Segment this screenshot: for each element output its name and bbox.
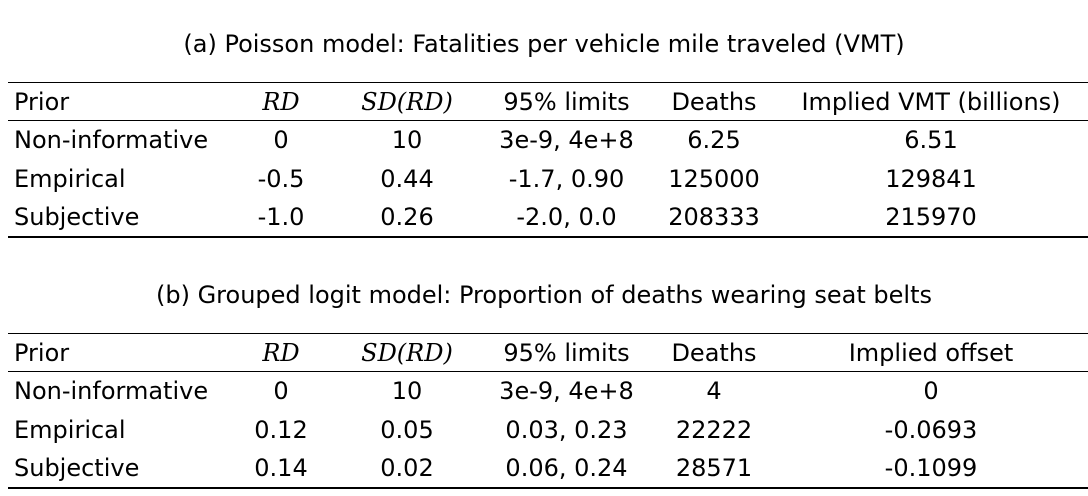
table-row: Non-informative 0 10 3e-9, 4e+8 6.25 6.5… bbox=[8, 121, 1088, 160]
header-deaths: Deaths bbox=[671, 88, 757, 116]
cell-deaths: 22222 bbox=[675, 415, 753, 444]
header-implied-offset: Implied offset bbox=[848, 339, 1014, 367]
cell-deaths: 4 bbox=[706, 377, 722, 406]
cell-limits: 0.03, 0.23 bbox=[505, 415, 628, 444]
table-row: Subjective -1.0 0.26 -2.0, 0.0 208333 21… bbox=[8, 198, 1088, 237]
table-b-header-rule bbox=[8, 371, 1088, 372]
cell-rd: -1.0 bbox=[257, 203, 305, 232]
cell-implied: -0.0693 bbox=[884, 415, 978, 444]
cell-implied: -0.1099 bbox=[884, 454, 978, 483]
header-sd-rd: SD(RD) bbox=[361, 88, 453, 116]
table-b-bottom-rule bbox=[8, 487, 1088, 489]
grouped-logit-table: Prior RD SD(RD) 95% limits Deaths Implie… bbox=[8, 334, 1088, 488]
cell-sd-rd: 0.05 bbox=[380, 415, 434, 444]
cell-limits: 0.06, 0.24 bbox=[505, 454, 628, 483]
cell-rd: 0.14 bbox=[254, 454, 308, 483]
table-a-bottom-rule bbox=[8, 236, 1088, 238]
cell-deaths: 208333 bbox=[668, 203, 760, 232]
header-prior: Prior bbox=[14, 339, 70, 367]
cell-sd-rd: 10 bbox=[391, 126, 423, 155]
table-a-header-row: Prior RD SD(RD) 95% limits Deaths Implie… bbox=[8, 83, 1088, 121]
table-b-top-rule bbox=[8, 333, 1088, 334]
cell-sd-rd: 0.44 bbox=[380, 164, 434, 193]
header-prior: Prior bbox=[14, 88, 70, 116]
table-row: Empirical 0.12 0.05 0.03, 0.23 22222 -0.… bbox=[8, 411, 1088, 450]
cell-implied: 129841 bbox=[885, 164, 977, 193]
cell-limits: 3e-9, 4e+8 bbox=[499, 377, 634, 406]
cell-sd-rd: 0.26 bbox=[380, 203, 434, 232]
cell-prior: Subjective bbox=[14, 203, 140, 232]
table-row: Non-informative 0 10 3e-9, 4e+8 4 0 bbox=[8, 372, 1088, 411]
header-sd-rd: SD(RD) bbox=[361, 339, 453, 367]
cell-limits: -1.7, 0.90 bbox=[508, 164, 625, 193]
cell-prior: Empirical bbox=[14, 415, 126, 444]
table-row: Empirical -0.5 0.44 -1.7, 0.90 125000 12… bbox=[8, 160, 1088, 199]
cell-prior: Non-informative bbox=[14, 126, 209, 155]
cell-rd: 0 bbox=[273, 126, 289, 155]
table-a-caption: (a) Poisson model: Fatalities per vehicl… bbox=[183, 30, 905, 58]
header-95-limits: 95% limits bbox=[503, 339, 630, 367]
header-95-limits: 95% limits bbox=[503, 88, 630, 116]
cell-sd-rd: 0.02 bbox=[380, 454, 434, 483]
cell-prior: Subjective bbox=[14, 454, 140, 483]
header-rd: RD bbox=[262, 88, 300, 116]
table-b-caption: (b) Grouped logit model: Proportion of d… bbox=[155, 281, 932, 309]
cell-implied: 0 bbox=[923, 377, 939, 406]
cell-sd-rd: 10 bbox=[391, 377, 423, 406]
cell-implied: 215970 bbox=[885, 203, 977, 232]
cell-deaths: 28571 bbox=[675, 454, 753, 483]
header-rd: RD bbox=[262, 339, 300, 367]
cell-prior: Empirical bbox=[14, 164, 126, 193]
cell-rd: 0 bbox=[273, 377, 289, 406]
table-b-header-row: Prior RD SD(RD) 95% limits Deaths Implie… bbox=[8, 334, 1088, 372]
header-deaths: Deaths bbox=[671, 339, 757, 367]
cell-prior: Non-informative bbox=[14, 377, 209, 406]
cell-deaths: 6.25 bbox=[687, 126, 741, 155]
cell-limits: -2.0, 0.0 bbox=[516, 203, 617, 232]
table-a-top-rule bbox=[8, 82, 1088, 83]
cell-rd: 0.12 bbox=[254, 415, 308, 444]
cell-rd: -0.5 bbox=[257, 164, 305, 193]
header-implied-vmt: Implied VMT (billions) bbox=[801, 88, 1061, 116]
cell-limits: 3e-9, 4e+8 bbox=[499, 126, 634, 155]
poisson-model-table: Prior RD SD(RD) 95% limits Deaths Implie… bbox=[8, 83, 1088, 237]
table-row: Subjective 0.14 0.02 0.06, 0.24 28571 -0… bbox=[8, 449, 1088, 488]
cell-deaths: 125000 bbox=[668, 164, 760, 193]
cell-implied: 6.51 bbox=[904, 126, 958, 155]
table-a-header-rule bbox=[8, 120, 1088, 121]
